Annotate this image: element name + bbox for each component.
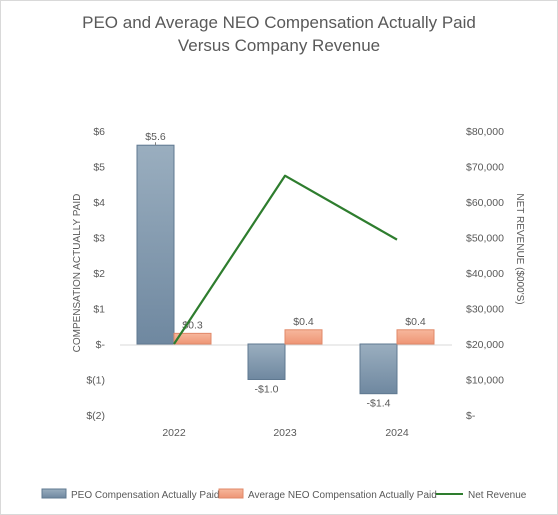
right-tick-label: $10,000	[466, 375, 504, 387]
right-tick-label: $30,000	[466, 304, 504, 316]
legend-label-neo: Average NEO Compensation Actually Paid	[248, 490, 437, 501]
x-tick-label: 2023	[273, 427, 297, 439]
bar-peo	[136, 144, 175, 345]
left-tick-label: $-	[96, 339, 106, 351]
right-tick-label: $50,000	[466, 233, 504, 245]
x-tick-label: 2022	[162, 427, 186, 439]
data-label: -$1.0	[255, 384, 279, 396]
left-axis-ticks: $6 $5 $4 $3 $2 $1 $- $(1) $(2)	[86, 126, 105, 422]
legend: PEO Compensation Actually Paid Average N…	[41, 488, 527, 501]
legend-swatch-peo	[41, 488, 67, 499]
bar-peo	[247, 343, 286, 380]
line-net-revenue	[173, 174, 398, 345]
bar-neo	[396, 329, 435, 345]
right-tick-label: $20,000	[466, 339, 504, 351]
data-label: $0.4	[405, 316, 426, 328]
bar-neo	[173, 332, 212, 345]
left-tick-label: $(2)	[86, 410, 105, 422]
right-tick-label: $40,000	[466, 268, 504, 280]
legend-label-peo: PEO Compensation Actually Paid	[71, 490, 219, 501]
bar-labels-group: $5.6-$1.0-$1.4$0.3 $0.4 $0.4	[145, 131, 426, 410]
legend-label-revenue: Net Revenue	[468, 490, 527, 501]
chart-title-line2: Versus Company Revenue	[178, 36, 380, 55]
right-tick-label: $-	[466, 410, 476, 422]
right-axis-ticks: $80,000 $70,000 $60,000 $50,000 $40,000 $30,0…	[466, 126, 504, 422]
left-tick-label: $2	[93, 268, 105, 280]
data-label: -$1.4	[367, 398, 391, 410]
left-axis-label: COMPENSATION ACTUALLY PAID	[72, 194, 83, 353]
bars-group	[136, 144, 435, 395]
bar-neo	[284, 329, 323, 345]
right-axis-label: NET REVENUE ($000'S)	[514, 193, 525, 304]
left-tick-label: $3	[93, 233, 105, 245]
left-tick-label: $6	[93, 126, 105, 138]
right-tick-label: $60,000	[466, 197, 504, 209]
right-tick-label: $80,000	[466, 126, 504, 138]
right-tick-label: $70,000	[466, 162, 504, 174]
x-tick-label: 2024	[385, 427, 409, 439]
data-label: $5.6	[145, 131, 166, 143]
line-series-group	[173, 174, 398, 345]
bar-peo	[359, 343, 398, 395]
x-axis-ticks: 2022 2023 2024	[162, 427, 409, 439]
legend-swatch-neo	[218, 488, 244, 499]
data-label: $0.4	[293, 316, 314, 328]
left-tick-label: $4	[93, 197, 105, 209]
left-tick-label: $(1)	[86, 375, 105, 387]
left-tick-label: $5	[93, 162, 105, 174]
chart-title-line1: PEO and Average NEO Compensation Actuall…	[82, 13, 476, 32]
left-tick-label: $1	[93, 304, 105, 316]
